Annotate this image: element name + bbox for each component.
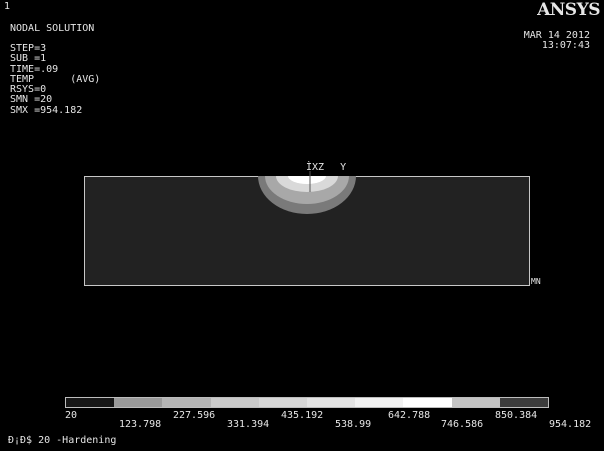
info-time: TIME=.09 xyxy=(10,63,59,75)
info-step: STEP=3 xyxy=(10,43,47,54)
legend-band-7 xyxy=(355,398,404,407)
date-text: MAR 14 2012 xyxy=(523,30,590,41)
timestamp: MAR 14 2012 13:07:43 xyxy=(524,31,590,51)
legend-value-3: 227.596 xyxy=(173,410,216,421)
legend-band-5 xyxy=(258,398,308,407)
time-text: 13:07:43 xyxy=(541,40,590,51)
legend-band-1 xyxy=(66,398,115,407)
legend-band-8 xyxy=(403,398,452,407)
legend-band-3 xyxy=(162,398,211,407)
contour-core xyxy=(288,176,326,184)
min-marker: MN xyxy=(531,277,541,286)
window-number: 1 xyxy=(4,1,11,12)
plot-subtitle: Ð¡Ð$ 20 -Hardening xyxy=(8,435,117,446)
info-result-type: TEMP (AVG) xyxy=(10,73,101,85)
legend-value-2: 123.798 xyxy=(119,419,162,430)
plot-title: NODAL SOLUTION xyxy=(10,23,95,34)
legend-band-2 xyxy=(114,398,163,407)
legend-value-8: 746.586 xyxy=(441,419,484,430)
legend-value-4: 331.394 xyxy=(227,419,270,430)
legend-value-9: 850.384 xyxy=(495,410,538,421)
legend-band-4 xyxy=(210,398,259,407)
legend-value-7: 642.788 xyxy=(388,410,431,421)
triad-glyph: ÌXZ xyxy=(306,162,325,173)
coordinate-triad: ÌXZ Y xyxy=(306,163,346,173)
info-rsys: RSYS=0 xyxy=(10,84,47,96)
legend-band-10 xyxy=(499,398,549,407)
contour-legend-bar xyxy=(65,397,549,408)
legend-value-5: 435.192 xyxy=(281,410,324,421)
info-smn: SMN =20 xyxy=(10,94,53,106)
info-smx: SMX =954.182 xyxy=(10,104,83,116)
info-substep: SUB =1 xyxy=(10,53,47,65)
legend-band-6 xyxy=(307,398,356,407)
legend-value-1: 20 xyxy=(65,410,78,421)
legend-value-6: 538.99 xyxy=(335,419,372,430)
ansys-logo: ANSYS xyxy=(537,0,600,20)
triad-y-label: Y xyxy=(340,162,347,173)
solution-info: STEP=3 SUB =1 TIME=.09 TEMP (AVG) RSYS=0… xyxy=(10,43,101,116)
legend-band-9 xyxy=(451,398,500,407)
legend-value-10: 954.182 xyxy=(549,419,592,430)
